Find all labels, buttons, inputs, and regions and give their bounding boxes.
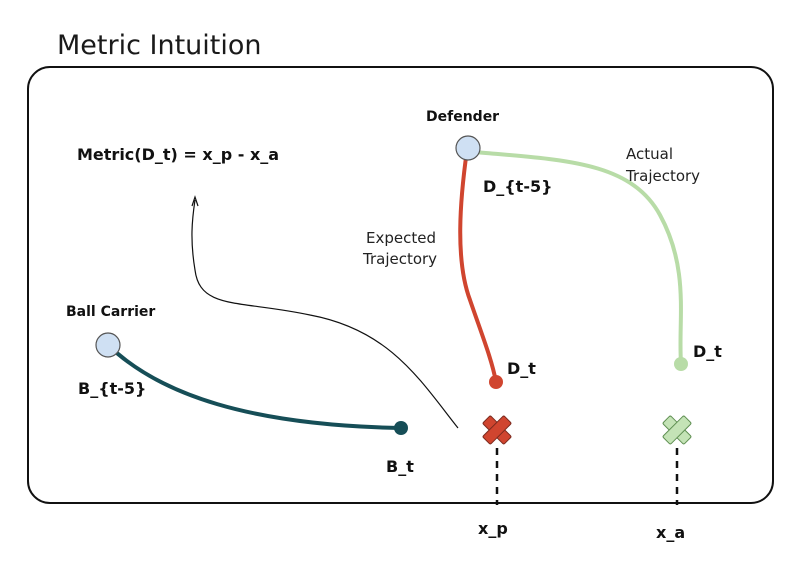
diagram-title: Metric Intuition xyxy=(57,30,262,61)
ball-carrier-end-node xyxy=(394,421,408,435)
defender-label: Defender xyxy=(426,109,499,125)
ball-carrier-label: Ball Carrier xyxy=(66,304,155,320)
defender-start-label: D_{t-5} xyxy=(483,177,552,196)
ball-carrier-start-node xyxy=(95,332,121,358)
expected-trajectory xyxy=(458,148,498,384)
field-frame xyxy=(27,66,774,504)
actual-trajectory-label-line2: Trajectory xyxy=(625,167,700,185)
motion-arrow-head xyxy=(191,195,199,207)
actual-position-cross-icon xyxy=(662,415,692,445)
predicted-position-label: x_p xyxy=(478,519,508,538)
expected-trajectory-label-line1: Expected xyxy=(366,229,436,247)
actual-position-label: x_a xyxy=(656,523,685,542)
predicted-position-cross-icon xyxy=(482,415,512,445)
actual-end-label: D_t xyxy=(693,342,722,361)
expected-end-node xyxy=(489,375,503,389)
ball-carrier-start-label: B_{t-5} xyxy=(78,379,146,398)
ball-carrier-trajectory xyxy=(106,343,402,430)
metric-formula: Metric(D_t) = x_p - x_a xyxy=(77,145,279,164)
actual-trajectory xyxy=(473,150,683,365)
actual-end-node xyxy=(674,357,688,371)
actual-trajectory-label-line1: Actual xyxy=(626,145,673,163)
expected-trajectory-label-line2: Trajectory xyxy=(362,250,437,268)
expected-end-label: D_t xyxy=(507,359,536,378)
ball-carrier-end-label: B_t xyxy=(386,457,414,476)
defender-start-node xyxy=(455,135,481,161)
motion-arrow-line xyxy=(191,199,459,429)
